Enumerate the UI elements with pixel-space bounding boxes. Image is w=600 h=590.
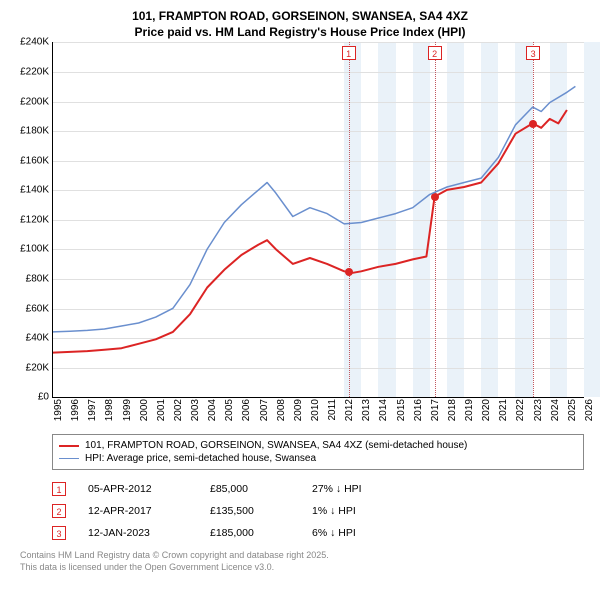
legend-swatch [59,458,79,459]
y-axis-label: £160K [20,155,49,166]
sale-num-box: 3 [52,526,66,540]
sale-diff: 27% ↓ HPI [312,483,584,495]
sale-price: £135,500 [210,505,290,517]
y-axis-label: £180K [20,126,49,137]
x-axis-label: 2004 [207,399,218,421]
plot-area: £0£20K£40K£60K£80K£100K£120K£140K£160K£1… [52,42,584,398]
sale-num-box: 2 [52,504,66,518]
legend-label: HPI: Average price, semi-detached house,… [85,453,316,464]
x-axis-label: 2000 [139,399,150,421]
x-axis-label: 2026 [584,399,595,421]
sale-row: 2 12-APR-2017 £135,500 1% ↓ HPI [52,500,584,522]
sale-row: 1 05-APR-2012 £85,000 27% ↓ HPI [52,478,584,500]
x-axis-label: 2018 [447,399,458,421]
x-axis-label: 2010 [310,399,321,421]
x-axis-label: 2011 [327,399,338,421]
sale-price: £185,000 [210,527,290,539]
y-axis-label: £80K [26,274,49,285]
year-shade [584,42,600,397]
legend: 101, FRAMPTON ROAD, GORSEINON, SWANSEA, … [52,434,584,470]
x-axis-label: 2019 [464,399,475,421]
chart-container: 101, FRAMPTON ROAD, GORSEINON, SWANSEA, … [0,0,600,590]
x-axis-label: 2009 [293,399,304,421]
series-house [53,110,567,353]
x-axis-label: 2015 [396,399,407,421]
x-axis-label: 2016 [413,399,424,421]
x-axis-label: 2012 [344,399,355,421]
x-axis-label: 2005 [224,399,235,421]
x-axis-label: 1997 [87,399,98,421]
x-axis-label: 2025 [567,399,578,421]
y-axis-label: £120K [20,214,49,225]
title-line-1: 101, FRAMPTON ROAD, GORSEINON, SWANSEA, … [10,8,590,24]
title-line-2: Price paid vs. HM Land Registry's House … [10,24,590,40]
x-axis-label: 2017 [430,399,441,421]
x-axis-label: 2023 [533,399,544,421]
sale-date: 12-APR-2017 [88,505,188,517]
sale-row: 3 12-JAN-2023 £185,000 6% ↓ HPI [52,522,584,544]
x-axis-label: 2013 [361,399,372,421]
x-axis-label: 2006 [241,399,252,421]
sale-price: £85,000 [210,483,290,495]
sale-num-box: 1 [52,482,66,496]
y-axis-label: £20K [26,362,49,373]
y-axis-label: £60K [26,303,49,314]
y-axis-label: £240K [20,37,49,48]
x-axis-label: 1998 [104,399,115,421]
sales-table: 1 05-APR-2012 £85,000 27% ↓ HPI 2 12-APR-2017… [52,478,584,544]
x-axis-label: 2002 [173,399,184,421]
legend-label: 101, FRAMPTON ROAD, GORSEINON, SWANSEA, … [85,440,467,451]
chart-title: 101, FRAMPTON ROAD, GORSEINON, SWANSEA, … [10,8,590,40]
x-axis-label: 2007 [259,399,270,421]
x-axis-label: 2003 [190,399,201,421]
sale-date: 05-APR-2012 [88,483,188,495]
x-axis-label: 2008 [276,399,287,421]
x-axis-label: 2001 [156,399,167,421]
x-axis-label: 1999 [122,399,133,421]
x-axis-label: 2020 [481,399,492,421]
x-axis-label: 2022 [515,399,526,421]
y-axis-label: £220K [20,66,49,77]
legend-row: HPI: Average price, semi-detached house,… [59,452,577,465]
x-axis-label: 2021 [498,399,509,421]
footnote-line-2: This data is licensed under the Open Gov… [20,562,584,574]
y-axis-label: £200K [20,96,49,107]
legend-row: 101, FRAMPTON ROAD, GORSEINON, SWANSEA, … [59,439,577,452]
y-axis-label: £140K [20,185,49,196]
sale-diff: 1% ↓ HPI [312,505,584,517]
footnote-line-1: Contains HM Land Registry data © Crown c… [20,550,584,562]
x-axis-label: 2024 [550,399,561,421]
series-hpi [53,87,575,333]
x-axis-label: 1996 [70,399,81,421]
line-series-svg [53,42,584,397]
y-axis-label: £100K [20,244,49,255]
x-axis-label: 1995 [53,399,64,421]
legend-swatch [59,445,79,447]
footnote: Contains HM Land Registry data © Crown c… [20,550,584,573]
sale-date: 12-JAN-2023 [88,527,188,539]
y-axis-label: £40K [26,333,49,344]
sale-diff: 6% ↓ HPI [312,527,584,539]
x-axis-label: 2014 [378,399,389,421]
y-axis-label: £0 [38,392,49,403]
